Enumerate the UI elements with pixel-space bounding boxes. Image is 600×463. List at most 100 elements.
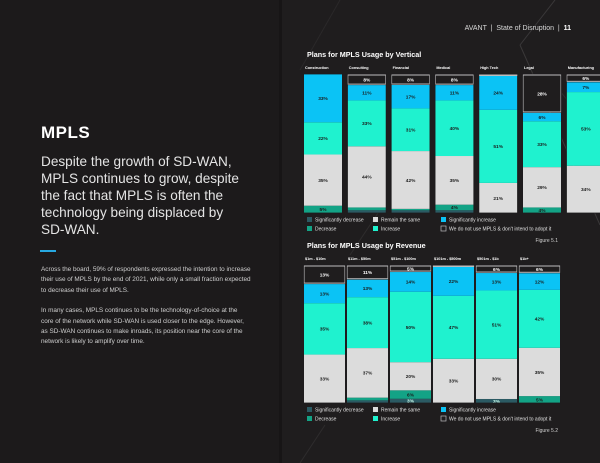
data-label: 14%: [406, 280, 416, 286]
bar-segment: [304, 303, 345, 355]
bar-segment: [522, 74, 562, 113]
bar-segment: [304, 354, 345, 403]
data-label: 53%: [581, 127, 591, 133]
bar-outline: [518, 264, 561, 404]
legend-label: Remain the same: [381, 218, 420, 224]
bar-segment: [476, 273, 517, 291]
bar-segment: [347, 207, 386, 211]
bar-segment: [391, 74, 431, 85]
data-label: 31%: [406, 128, 416, 134]
legend-swatch: [373, 416, 378, 421]
bar-segment: [304, 205, 342, 213]
section-heading: MPLS: [41, 123, 91, 142]
bar-segment: [479, 109, 518, 183]
bar-segment: [435, 210, 474, 213]
category-label: Financial: [393, 66, 409, 70]
bar-outline: [565, 73, 600, 214]
bar-segment: [432, 265, 475, 267]
report-title: State of Disruption: [496, 25, 554, 32]
bar-segment: [475, 265, 518, 273]
bar-outline: [303, 73, 343, 214]
data-label: 8%: [407, 77, 415, 83]
bar-outline: [434, 73, 475, 214]
bar-segment: [390, 390, 431, 399]
data-label: 37%: [363, 371, 373, 377]
bar-segment: [304, 122, 342, 155]
legend-label: Remain the same: [381, 408, 420, 414]
data-label: 51%: [492, 322, 502, 328]
brand-name: AVANT: [464, 25, 487, 32]
bar-segment: [347, 210, 386, 213]
left-panel: [0, 0, 279, 463]
bar-segment: [478, 74, 518, 76]
data-label: 33%: [318, 96, 328, 102]
data-label: 29%: [537, 185, 547, 191]
data-label: 6%: [536, 267, 544, 273]
bar-segment: [347, 400, 388, 403]
bar-segment: [391, 208, 430, 211]
bar-segment: [390, 272, 431, 292]
bar-segment: [391, 210, 430, 213]
category-label: $1b+: [520, 257, 530, 261]
bar-outline: [432, 264, 475, 404]
data-label: 6%: [407, 392, 415, 398]
bar-segment: [566, 92, 600, 166]
bar-segment: [304, 154, 342, 206]
bar-segment: [390, 291, 431, 363]
legend-label: Significantly decrease: [315, 218, 364, 224]
bar-outline: [390, 73, 431, 214]
data-label: 47%: [449, 325, 459, 331]
data-label: 7%: [582, 85, 590, 91]
data-label: 33%: [320, 377, 330, 383]
legend-swatch: [441, 217, 446, 222]
category-label: $11m - $50m: [348, 257, 371, 261]
bar-segment: [523, 167, 561, 208]
legend-label: We do not use MPLS & don't intend to ado…: [449, 227, 552, 233]
bar-segment: [435, 156, 474, 205]
bar-segment: [476, 398, 517, 403]
bar-segment: [347, 297, 388, 349]
data-label: 44%: [362, 175, 372, 181]
bar-segment: [390, 362, 431, 391]
bar-segment: [566, 74, 600, 82]
data-label: 13%: [492, 280, 502, 286]
bar-segment: [433, 358, 474, 403]
bar-segment: [391, 151, 430, 209]
data-label: 51%: [493, 144, 503, 150]
bar-segment: [390, 398, 431, 403]
bar-outline: [522, 73, 562, 214]
category-label: High Tech: [480, 66, 499, 70]
bar-segment: [434, 74, 474, 85]
data-label: 5%: [407, 266, 415, 272]
chart-title: Plans for MPLS Usage by Revenue: [307, 241, 426, 250]
data-label: 21%: [493, 196, 503, 202]
data-label: 50%: [406, 325, 416, 331]
data-label: 22%: [449, 279, 459, 285]
bar-segment: [523, 112, 561, 122]
category-label: $1m - $10m: [305, 257, 326, 261]
data-label: 13%: [320, 272, 330, 278]
bar-segment: [391, 85, 430, 109]
bar-outline: [346, 264, 389, 404]
bar-segment: [519, 347, 560, 397]
data-label: 13%: [363, 286, 373, 292]
data-label: 42%: [406, 178, 416, 184]
legend-label: Decrease: [315, 227, 337, 233]
chart-title: Plans for MPLS Usage by Vertical: [307, 50, 421, 59]
data-label: 33%: [449, 379, 459, 385]
bar-segment: [391, 108, 430, 152]
legend-swatch: [307, 217, 312, 222]
bar-segment: [519, 273, 560, 290]
body-paragraph: In many cases, MPLS continues to be the …: [41, 307, 244, 346]
legend-label: Decrease: [315, 417, 337, 423]
data-label: 20%: [406, 374, 416, 380]
bar-segment: [389, 265, 432, 272]
bar-outline: [389, 264, 432, 404]
data-label: 28%: [537, 91, 547, 97]
bar-outline: [303, 264, 346, 404]
bar-segment: [435, 100, 474, 157]
bar-segment: [476, 290, 517, 359]
data-label: 34%: [581, 187, 591, 193]
data-label: 4%: [451, 205, 459, 211]
legend-swatch: [440, 225, 447, 232]
